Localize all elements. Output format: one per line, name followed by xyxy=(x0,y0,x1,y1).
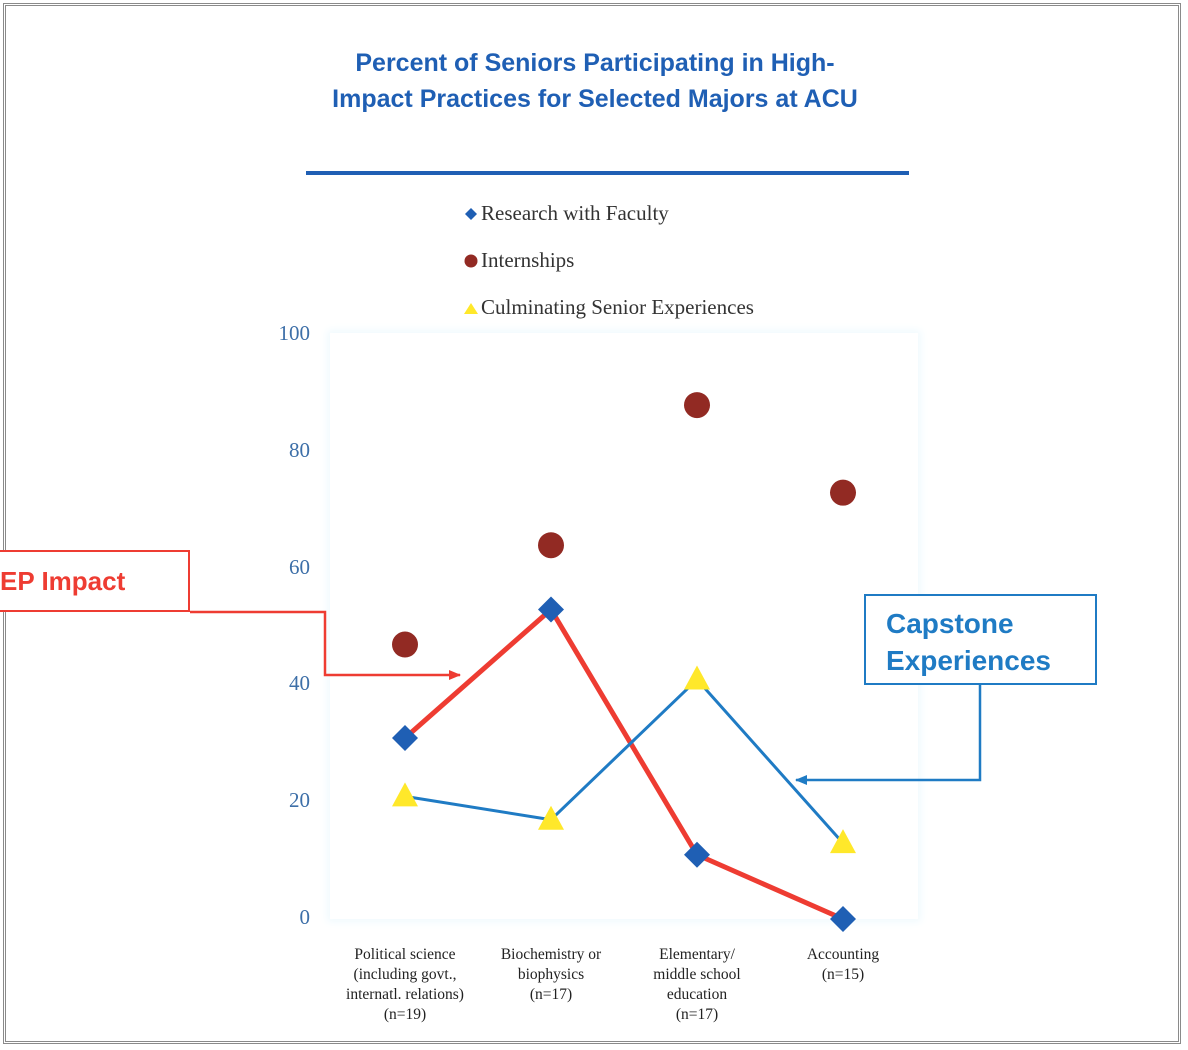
legend-item-internships: Internships xyxy=(463,237,754,284)
research-point xyxy=(830,906,856,932)
ep-impact-callout: EP Impact xyxy=(0,550,190,612)
x-tick-label: Political science (including govt., inte… xyxy=(346,946,464,1023)
triangle-marker-icon xyxy=(464,302,478,314)
culminating-point xyxy=(684,665,710,690)
culminating-point xyxy=(538,805,564,830)
y-tick-label: 0 xyxy=(299,905,311,929)
diamond-marker-icon xyxy=(465,207,477,220)
internships-point xyxy=(830,479,856,506)
plot-area xyxy=(330,333,918,919)
legend: Research with Faculty Internships Culmin… xyxy=(463,190,754,331)
chart-frame xyxy=(3,3,1181,1044)
series-lines xyxy=(403,606,845,922)
capstone-callout: Capstone Experiences xyxy=(864,594,1097,685)
legend-label-culminating: Culminating Senior Experiences xyxy=(481,295,754,319)
internships-point xyxy=(392,631,418,658)
chart-title: Percent of Seniors Participating in High… xyxy=(332,49,858,113)
legend-label-internships: Internships xyxy=(481,248,575,272)
y-tick-label: 100 xyxy=(278,321,311,345)
legend-label-research: Research with Faculty xyxy=(481,201,669,225)
x-tick-label: Biochemistry or biophysics (n=17) xyxy=(500,946,602,1003)
legend-item-culminating: Culminating Senior Experiences xyxy=(463,284,754,331)
research-point xyxy=(538,596,564,623)
capstone-connector-arrow xyxy=(795,685,982,785)
research-point xyxy=(684,841,710,868)
ep-impact-line xyxy=(403,606,845,922)
internships-point xyxy=(684,392,710,419)
y-tick-label: 40 xyxy=(289,671,310,696)
ep-impact-connector-arrow xyxy=(190,610,461,680)
internships-point xyxy=(538,532,564,559)
culminating-point xyxy=(392,782,418,807)
culminating-point xyxy=(830,829,856,854)
title-underline xyxy=(306,171,909,175)
series-markers xyxy=(392,392,856,932)
capstone-line xyxy=(404,678,845,845)
research-point xyxy=(392,724,418,751)
circle-marker-icon xyxy=(464,254,478,267)
x-tick-label: Accounting (n=15) xyxy=(806,946,880,983)
y-tick-label: 60 xyxy=(289,554,310,579)
y-tick-label: 20 xyxy=(289,788,310,813)
legend-item-research: Research with Faculty xyxy=(463,190,754,237)
x-tick-label: Elementary/ middle school education (n=1… xyxy=(653,946,741,1023)
y-tick-label: 80 xyxy=(289,437,310,462)
